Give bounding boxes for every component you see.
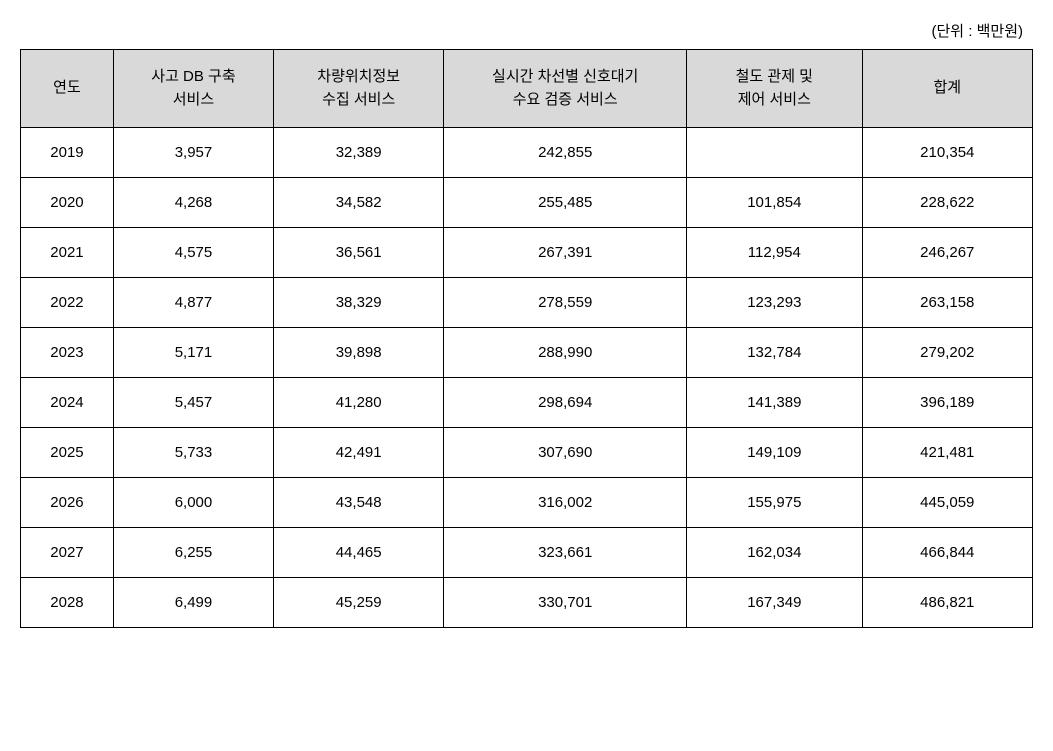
cell-svc4: 149,109 xyxy=(687,428,863,478)
table-row: 20245,45741,280298,694141,389396,189 xyxy=(21,378,1033,428)
cell-svc2: 43,548 xyxy=(273,478,443,528)
cell-svc3: 316,002 xyxy=(444,478,687,528)
cell-svc1: 6,255 xyxy=(113,528,273,578)
table-row: 20255,73342,491307,690149,109421,481 xyxy=(21,428,1033,478)
cell-svc2: 38,329 xyxy=(273,278,443,328)
cell-svc2: 45,259 xyxy=(273,578,443,628)
cell-svc2: 39,898 xyxy=(273,328,443,378)
cell-svc1: 5,457 xyxy=(113,378,273,428)
cell-total: 279,202 xyxy=(862,328,1032,378)
cell-svc1: 5,171 xyxy=(113,328,273,378)
cell-svc4: 155,975 xyxy=(687,478,863,528)
col-header-svc3: 실시간 차선별 신호대기수요 검증 서비스 xyxy=(444,50,687,128)
cell-total: 486,821 xyxy=(862,578,1032,628)
table-header-row: 연도 사고 DB 구축서비스 차량위치정보수집 서비스 실시간 차선별 신호대기… xyxy=(21,50,1033,128)
cell-svc2: 32,389 xyxy=(273,128,443,178)
cell-total: 396,189 xyxy=(862,378,1032,428)
cell-year: 2021 xyxy=(21,228,114,278)
cell-svc3: 323,661 xyxy=(444,528,687,578)
cell-total: 445,059 xyxy=(862,478,1032,528)
table-row: 20286,49945,259330,701167,349486,821 xyxy=(21,578,1033,628)
cell-svc1: 4,268 xyxy=(113,178,273,228)
cell-year: 2019 xyxy=(21,128,114,178)
cell-svc1: 3,957 xyxy=(113,128,273,178)
cell-svc4: 167,349 xyxy=(687,578,863,628)
table-row: 20214,57536,561267,391112,954246,267 xyxy=(21,228,1033,278)
cell-svc3: 278,559 xyxy=(444,278,687,328)
cell-year: 2027 xyxy=(21,528,114,578)
cell-svc1: 4,575 xyxy=(113,228,273,278)
col-header-svc1: 사고 DB 구축서비스 xyxy=(113,50,273,128)
cell-total: 228,622 xyxy=(862,178,1032,228)
cell-year: 2023 xyxy=(21,328,114,378)
table-row: 20266,00043,548316,002155,975445,059 xyxy=(21,478,1033,528)
cell-svc2: 41,280 xyxy=(273,378,443,428)
cell-svc4: 162,034 xyxy=(687,528,863,578)
cell-svc3: 307,690 xyxy=(444,428,687,478)
cell-svc3: 288,990 xyxy=(444,328,687,378)
cell-svc4: 141,389 xyxy=(687,378,863,428)
cell-svc3: 330,701 xyxy=(444,578,687,628)
cell-year: 2024 xyxy=(21,378,114,428)
cell-svc2: 36,561 xyxy=(273,228,443,278)
cell-svc2: 44,465 xyxy=(273,528,443,578)
cell-total: 210,354 xyxy=(862,128,1032,178)
table-body: 20193,95732,389242,855210,35420204,26834… xyxy=(21,128,1033,628)
table-row: 20204,26834,582255,485101,854228,622 xyxy=(21,178,1033,228)
cell-year: 2020 xyxy=(21,178,114,228)
cell-svc4 xyxy=(687,128,863,178)
data-table: 연도 사고 DB 구축서비스 차량위치정보수집 서비스 실시간 차선별 신호대기… xyxy=(20,49,1033,628)
col-header-year: 연도 xyxy=(21,50,114,128)
cell-total: 246,267 xyxy=(862,228,1032,278)
cell-svc4: 101,854 xyxy=(687,178,863,228)
cell-svc2: 34,582 xyxy=(273,178,443,228)
cell-svc4: 132,784 xyxy=(687,328,863,378)
cell-svc4: 112,954 xyxy=(687,228,863,278)
cell-total: 263,158 xyxy=(862,278,1032,328)
table-row: 20235,17139,898288,990132,784279,202 xyxy=(21,328,1033,378)
cell-year: 2025 xyxy=(21,428,114,478)
cell-svc1: 4,877 xyxy=(113,278,273,328)
col-header-svc4: 철도 관제 및제어 서비스 xyxy=(687,50,863,128)
cell-svc1: 6,499 xyxy=(113,578,273,628)
table-row: 20224,87738,329278,559123,293263,158 xyxy=(21,278,1033,328)
col-header-svc2: 차량위치정보수집 서비스 xyxy=(273,50,443,128)
cell-svc3: 255,485 xyxy=(444,178,687,228)
cell-svc1: 5,733 xyxy=(113,428,273,478)
cell-svc3: 242,855 xyxy=(444,128,687,178)
cell-svc4: 123,293 xyxy=(687,278,863,328)
table-row: 20193,95732,389242,855 210,354 xyxy=(21,128,1033,178)
unit-label: (단위 : 백만원) xyxy=(20,20,1033,41)
cell-svc3: 298,694 xyxy=(444,378,687,428)
col-header-total: 합계 xyxy=(862,50,1032,128)
cell-total: 466,844 xyxy=(862,528,1032,578)
cell-svc1: 6,000 xyxy=(113,478,273,528)
table-row: 20276,25544,465323,661162,034466,844 xyxy=(21,528,1033,578)
cell-year: 2022 xyxy=(21,278,114,328)
cell-total: 421,481 xyxy=(862,428,1032,478)
cell-year: 2028 xyxy=(21,578,114,628)
cell-svc2: 42,491 xyxy=(273,428,443,478)
cell-svc3: 267,391 xyxy=(444,228,687,278)
cell-year: 2026 xyxy=(21,478,114,528)
